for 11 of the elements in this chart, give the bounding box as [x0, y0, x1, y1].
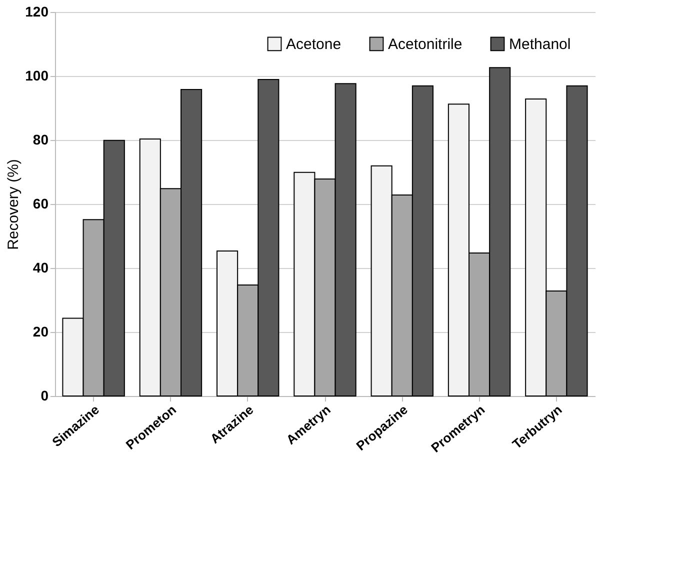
y-tick-label: 100	[25, 68, 49, 84]
y-tick-label: 120	[25, 4, 49, 20]
y-tick-label: 60	[32, 196, 49, 212]
legend-label: Methanol	[509, 36, 571, 53]
y-tick-label: 0	[40, 388, 49, 404]
y-tick-label: 80	[32, 132, 49, 148]
legend-label: Acetonitrile	[388, 36, 462, 53]
y-tick-label: 40	[32, 260, 49, 276]
legend-label: Acetone	[286, 36, 342, 53]
y-tick-label: 20	[32, 324, 49, 340]
y-axis-title: Recovery (%)	[5, 159, 22, 250]
